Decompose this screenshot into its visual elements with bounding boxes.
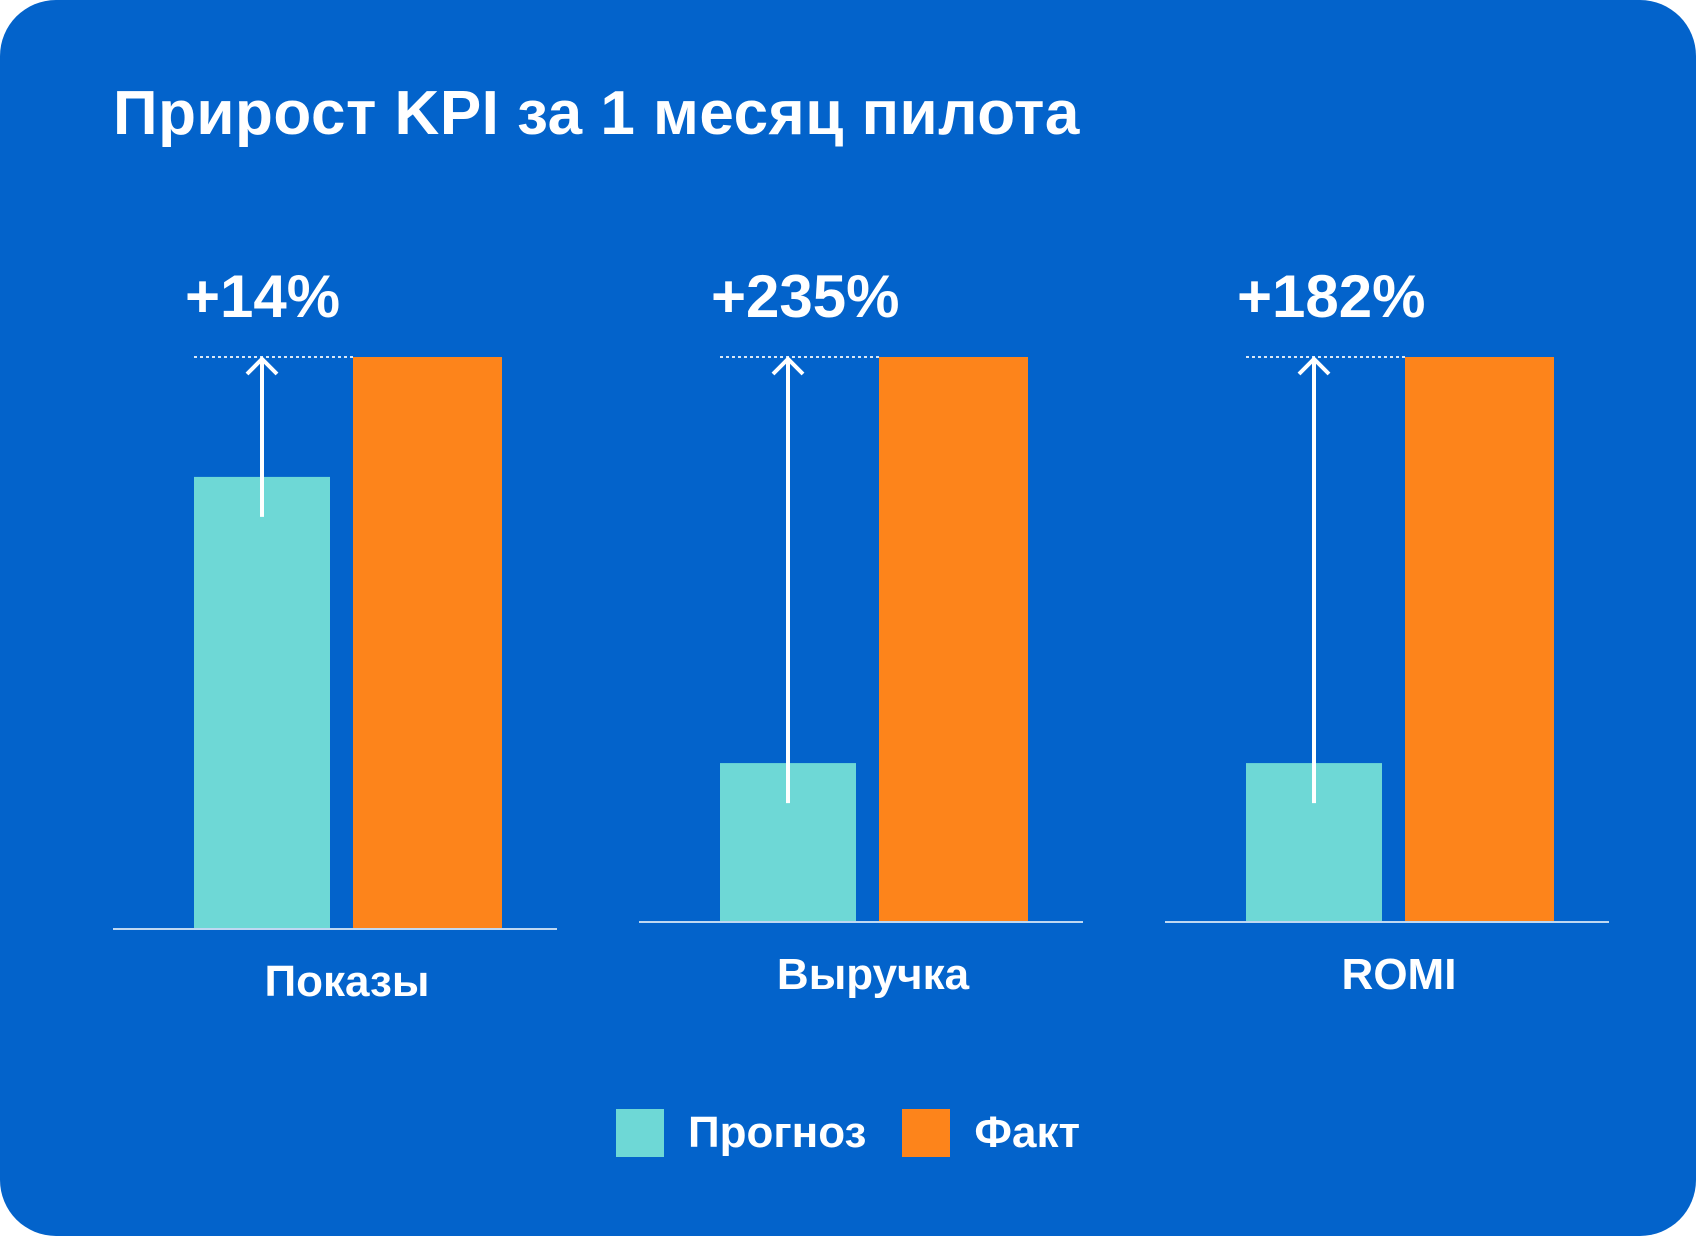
- chart-title: Прирост KPI за 1 месяц пилота: [113, 79, 1080, 148]
- category-label-1: Показы: [265, 957, 430, 1006]
- category-label-2: Выручка: [777, 950, 970, 999]
- bar-actual-2: [879, 357, 1028, 921]
- legend-item-forecast: Прогноз: [615, 1108, 867, 1158]
- chart-legend: Прогноз Факт: [0, 1108, 1696, 1158]
- category-label-3: ROMI: [1342, 950, 1457, 999]
- legend-label-actual: Факт: [974, 1108, 1081, 1157]
- bar-forecast-1: [194, 476, 330, 928]
- legend-item-actual: Факт: [902, 1108, 1080, 1158]
- bar-group-1: +14% Показы: [113, 263, 557, 1006]
- bar-group-3: +182% ROMI: [1165, 263, 1609, 999]
- growth-arrow-head-2: [771, 356, 805, 376]
- legend-swatch-actual: [902, 1109, 951, 1157]
- legend-swatch-forecast: [615, 1109, 664, 1157]
- growth-arrow-head-1: [245, 356, 279, 376]
- growth-label-3: +182%: [1237, 263, 1426, 330]
- bar-actual-3: [1405, 357, 1554, 921]
- legend-label-forecast: Прогноз: [687, 1108, 867, 1157]
- growth-label-1: +14%: [185, 263, 340, 330]
- growth-arrow-head-3: [1297, 356, 1331, 376]
- bar-actual-1: [353, 357, 502, 928]
- bar-group-2: +235% Выручка: [639, 263, 1083, 999]
- growth-label-2: +235%: [711, 263, 900, 330]
